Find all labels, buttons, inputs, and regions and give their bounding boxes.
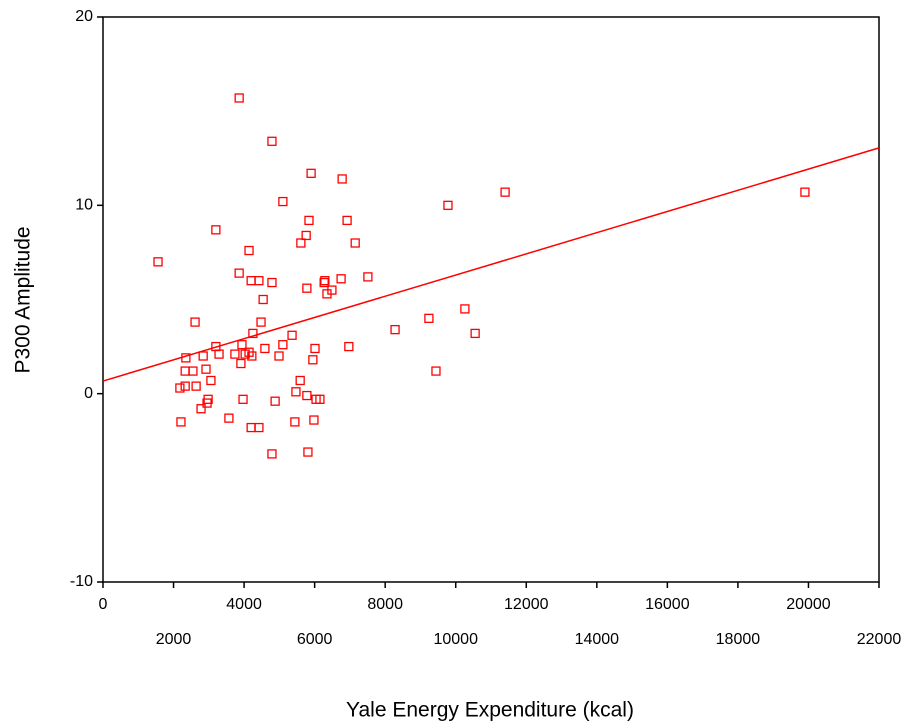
point bbox=[201, 364, 211, 374]
point bbox=[336, 274, 346, 284]
point bbox=[290, 417, 300, 427]
point bbox=[306, 168, 316, 178]
x-tick-label: 20000 bbox=[786, 596, 831, 613]
point bbox=[301, 230, 311, 241]
point bbox=[180, 381, 190, 391]
point bbox=[295, 375, 305, 386]
point bbox=[254, 422, 264, 433]
point bbox=[237, 340, 247, 350]
point bbox=[180, 366, 190, 376]
x-tick-label: 2000 bbox=[156, 631, 192, 648]
point bbox=[234, 93, 244, 103]
x-tick-label: 10000 bbox=[433, 631, 478, 648]
point bbox=[267, 277, 277, 288]
point bbox=[320, 276, 330, 286]
x-tick-label: 22000 bbox=[857, 631, 902, 648]
point bbox=[287, 330, 297, 340]
point bbox=[211, 225, 221, 235]
point bbox=[196, 404, 206, 414]
y-tick-label: 0 bbox=[84, 385, 93, 402]
point bbox=[246, 422, 256, 433]
point bbox=[247, 351, 257, 361]
point bbox=[443, 200, 453, 210]
point bbox=[254, 276, 264, 286]
point bbox=[190, 317, 200, 327]
point bbox=[246, 276, 256, 286]
point bbox=[319, 277, 329, 288]
point bbox=[363, 272, 373, 282]
point bbox=[270, 396, 280, 406]
x-tick-label: 8000 bbox=[367, 596, 403, 613]
point bbox=[431, 366, 441, 376]
point bbox=[278, 340, 288, 350]
x-tick-label: 0 bbox=[99, 596, 108, 613]
point bbox=[308, 355, 318, 365]
point bbox=[176, 417, 186, 427]
point bbox=[302, 283, 312, 293]
point bbox=[206, 375, 216, 386]
x-tick-label: 14000 bbox=[575, 631, 620, 648]
y-tick-label: -10 bbox=[70, 573, 93, 590]
point bbox=[302, 390, 312, 401]
x-tick-label: 6000 bbox=[297, 631, 333, 648]
point bbox=[153, 257, 163, 267]
y-axis-label: P300 Amplitude bbox=[12, 226, 35, 373]
point bbox=[256, 317, 266, 327]
point bbox=[248, 328, 258, 339]
point bbox=[342, 215, 352, 226]
x-axis-label: Yale Energy Expenditure (kcal) bbox=[346, 699, 634, 722]
point bbox=[198, 351, 208, 361]
point bbox=[267, 449, 277, 459]
point bbox=[800, 187, 810, 197]
point bbox=[224, 413, 234, 423]
point bbox=[460, 304, 470, 314]
point bbox=[214, 349, 224, 359]
point bbox=[344, 341, 354, 352]
fit-line bbox=[102, 147, 880, 382]
point bbox=[315, 394, 325, 404]
point bbox=[296, 238, 306, 248]
point bbox=[390, 324, 400, 335]
point bbox=[424, 313, 434, 323]
point bbox=[188, 366, 198, 376]
point bbox=[258, 294, 268, 305]
point bbox=[203, 394, 213, 404]
y-tick-label: 20 bbox=[75, 8, 93, 25]
plot-frame bbox=[102, 16, 880, 583]
point bbox=[234, 268, 244, 278]
point bbox=[291, 387, 301, 397]
point bbox=[236, 358, 246, 369]
point bbox=[191, 381, 201, 391]
point bbox=[267, 136, 277, 146]
x-tick-label: 12000 bbox=[504, 596, 549, 613]
point bbox=[244, 245, 254, 256]
point bbox=[230, 349, 240, 359]
point bbox=[327, 285, 337, 295]
x-tick-label: 16000 bbox=[645, 596, 690, 613]
point bbox=[260, 343, 270, 354]
point bbox=[238, 394, 248, 404]
point bbox=[274, 351, 284, 361]
point bbox=[278, 196, 288, 207]
y-tick-label: 10 bbox=[75, 197, 93, 214]
point bbox=[350, 238, 360, 248]
point bbox=[303, 447, 313, 457]
x-tick-label: 4000 bbox=[226, 596, 262, 613]
point bbox=[304, 215, 314, 226]
point bbox=[310, 343, 320, 354]
point bbox=[337, 174, 347, 184]
point bbox=[175, 383, 185, 393]
x-tick-label: 18000 bbox=[716, 631, 761, 648]
point bbox=[309, 415, 319, 425]
point bbox=[470, 328, 480, 339]
point bbox=[500, 187, 510, 197]
